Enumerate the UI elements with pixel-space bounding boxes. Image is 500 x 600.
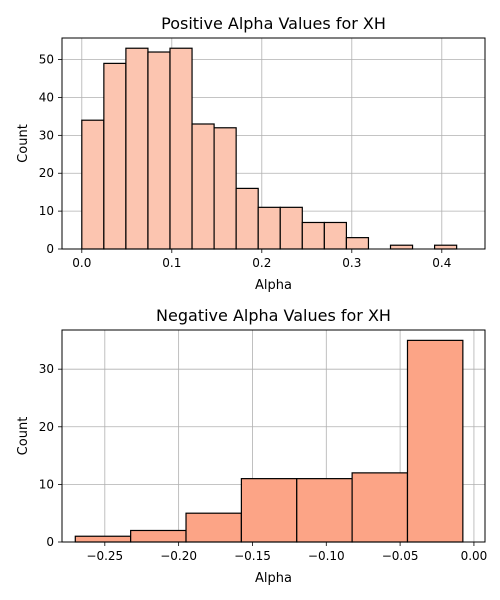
histogram-bar [389, 244, 414, 250]
histogram-bar [130, 529, 187, 543]
x-axis-label: Alpha [255, 571, 292, 586]
histogram-bar [240, 478, 298, 543]
y-tick-label: 10 [39, 477, 54, 491]
y-tick-label: 50 [39, 53, 54, 67]
histogram-bar [185, 512, 242, 543]
histogram-bar [345, 237, 370, 250]
y-tick-label: 20 [39, 420, 54, 434]
y-axis-label: Count [16, 124, 31, 163]
histogram-bar [191, 123, 215, 250]
chart-negative-alpha: Negative Alpha Values for XH −0.25 −0.20−… [16, 306, 487, 586]
y-tick-label: 20 [39, 166, 54, 180]
x-axis-ticks: −0.25 −0.20 −0.15 −0.10 −0.05 0.00 [86, 542, 487, 563]
x-tick-label: 0.4 [432, 256, 451, 270]
chart-positive-alpha: Positive Alpha Values for XH 0.0 0.1 0.2 0.… [16, 14, 486, 293]
histogram-bar [125, 47, 149, 250]
bars [81, 47, 458, 250]
histogram-bar [434, 244, 458, 250]
y-tick-label: 40 [39, 90, 54, 104]
y-tick-label: 30 [39, 128, 54, 142]
x-tick-label: −0.15 [234, 549, 271, 563]
y-tick-label: 10 [39, 204, 54, 218]
x-tick-label: −0.10 [308, 549, 345, 563]
x-tick-label: −0.25 [86, 549, 123, 563]
x-axis-ticks: 0.0 0.1 0.2 0.3 0.4 [72, 249, 451, 270]
histogram-bar [74, 535, 132, 543]
histogram-bar [323, 221, 348, 250]
chart-title: Negative Alpha Values for XH [156, 306, 391, 325]
histogram-bar [103, 62, 127, 250]
y-tick-label: 30 [39, 362, 54, 376]
histogram-bar [235, 187, 259, 250]
chart-title: Positive Alpha Values for XH [161, 14, 386, 33]
x-tick-label: −0.20 [160, 549, 197, 563]
histogram-bar [169, 47, 193, 250]
axes-frame [61, 329, 486, 543]
x-tick-label: 0.0 [72, 256, 91, 270]
x-axis-label: Alpha [255, 278, 292, 293]
x-tick-label: 0.1 [162, 256, 181, 270]
y-axis-label: Count [16, 417, 31, 456]
x-tick-label: 0.2 [252, 256, 271, 270]
bars [74, 339, 464, 543]
y-tick-label: 0 [46, 242, 54, 256]
histogram-bar [301, 221, 325, 250]
histogram-bar [406, 339, 464, 543]
y-axis-ticks: 0 10 20 30 40 50 [39, 53, 62, 256]
x-tick-label: 0.00 [461, 549, 488, 563]
x-tick-label: −0.05 [382, 549, 419, 563]
histogram-bar [296, 478, 353, 543]
histogram-bar [279, 206, 303, 250]
axes-frame [61, 37, 486, 250]
histogram-bar [257, 206, 281, 250]
histogram-bar [81, 119, 105, 250]
histogram-bar [213, 127, 237, 250]
x-tick-label: 0.3 [342, 256, 361, 270]
y-tick-label: 0 [46, 535, 54, 549]
histogram-bar [351, 472, 409, 543]
histogram-bar [147, 51, 171, 250]
y-axis-ticks: 0 10 20 30 [39, 362, 62, 549]
